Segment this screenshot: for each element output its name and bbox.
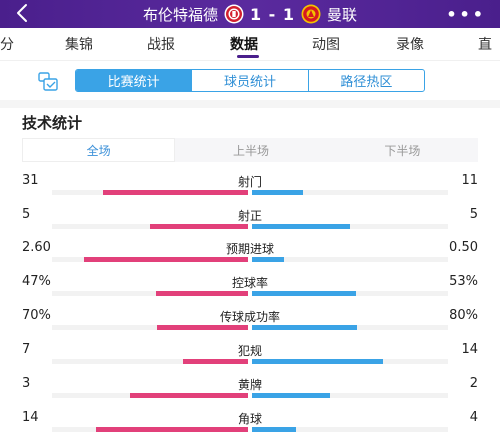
stat-home-bar-track [52,393,248,398]
stat-away-bar-track [252,190,448,195]
stat-row: 5 射正 5 [0,207,500,237]
stat-home-bar [150,224,248,229]
away-team-name: 曼联 [327,5,358,24]
match-score: 1 - 1 [249,4,296,24]
stat-home-bar-track [52,427,248,432]
stat-name: 角球 [237,412,262,426]
stat-home-bar [103,190,248,195]
stat-home-value: 2.60 [22,240,51,255]
layout-switch-icon[interactable] [36,71,60,93]
stat-away-value: 4 [469,410,478,425]
stats-type-row: 比赛统计 球员统计 路径热区 [0,60,500,102]
period-selector: 全场 上半场 下半场 [22,138,478,162]
stat-home-value: 70% [22,308,51,323]
stat-home-value: 3 [22,376,31,391]
section-divider [0,100,500,108]
stat-away-bar [252,325,357,330]
stat-row: 7 犯规 14 [0,342,500,372]
stat-home-value: 31 [22,173,39,188]
tab-score[interactable]: 分 [0,37,14,53]
stat-home-bar [155,291,248,296]
stat-away-bar-track [252,224,448,229]
match-header: 布伦特福德 1 - 1 曼联 ••• [0,0,500,28]
stat-home-bar [182,359,248,364]
stat-away-value: 0.50 [449,240,478,255]
stat-home-bar-track [52,291,248,296]
stat-away-value: 2 [469,376,478,391]
stat-home-bar [83,257,248,262]
stat-row: 2.60 预期进球 0.50 [0,240,500,270]
stat-row: 14 角球 4 [0,410,500,440]
more-options-button[interactable]: ••• [446,5,486,24]
stat-home-value: 7 [22,342,31,357]
tab-stats[interactable]: 数据 [230,37,258,53]
stat-away-bar [252,359,383,364]
stat-home-bar-track [52,257,248,262]
tab-report[interactable]: 战报 [147,37,175,53]
period-full-match[interactable]: 全场 [22,138,176,162]
stat-name: 犯规 [237,344,262,358]
period-first-half[interactable]: 上半场 [232,143,269,158]
away-team-crest-icon [301,4,321,24]
stat-away-bar [252,291,356,296]
match-scoreline: 布伦特福德 1 - 1 曼联 [0,3,500,25]
period-second-half[interactable]: 下半场 [384,143,421,158]
stat-home-bar [95,427,248,432]
stat-name: 射门 [237,175,262,189]
stat-name: 控球率 [231,276,268,290]
stat-away-bar [252,257,284,262]
stat-row: 70% 传球成功率 80% [0,308,500,338]
stat-away-bar-track [252,325,448,330]
home-team-crest-icon [224,4,244,24]
stat-away-value: 14 [461,342,478,357]
stat-away-bar [252,427,296,432]
tab-highlights[interactable]: 集锦 [65,37,93,53]
stat-away-bar-track [252,359,448,364]
segment-match-stats[interactable]: 比赛统计 [76,70,193,91]
stat-row: 3 黄牌 2 [0,376,500,406]
stat-home-bar-track [52,224,248,229]
stat-home-bar-track [52,325,248,330]
active-tab-indicator [237,55,259,58]
stat-name: 射正 [237,209,262,223]
home-team-name: 布伦特福德 [142,5,218,24]
stat-home-value: 5 [22,207,31,222]
stat-home-bar-track [52,190,248,195]
segment-heatmap[interactable]: 路径热区 [340,75,393,90]
stat-away-bar-track [252,427,448,432]
stat-home-bar [156,325,248,330]
stat-away-bar-track [252,393,448,398]
segment-player-stats[interactable]: 球员统计 [192,70,309,91]
stat-away-bar-track [252,257,448,262]
stat-home-bar-track [52,359,248,364]
stat-row: 47% 控球率 53% [0,274,500,304]
stat-away-bar [252,224,350,229]
stats-type-segmented: 比赛统计 球员统计 路径热区 [75,69,425,92]
chevron-left-icon [17,4,27,22]
stat-away-value: 53% [449,274,478,289]
stat-home-value: 47% [22,274,51,289]
stat-row: 31 射门 11 [0,173,500,203]
stat-name: 预期进球 [225,242,274,256]
stat-home-bar [130,393,248,398]
section-title: 技术统计 [22,114,83,132]
stat-away-value: 80% [449,308,478,323]
stat-away-value: 5 [469,207,478,222]
stat-away-bar [252,190,304,195]
tab-live[interactable]: 直 [478,37,492,53]
stat-name: 黄牌 [237,378,262,392]
back-button[interactable] [12,2,34,24]
stat-away-bar-track [252,291,448,296]
top-tab-bar: 分 集锦 战报 数据 动图 录像 直 [0,28,500,60]
tab-replay[interactable]: 录像 [396,37,424,53]
tab-gifs[interactable]: 动图 [312,37,340,53]
stat-away-bar [252,393,331,398]
stat-name: 传球成功率 [219,310,280,324]
stat-home-value: 14 [22,410,39,425]
stat-away-value: 11 [461,173,478,188]
